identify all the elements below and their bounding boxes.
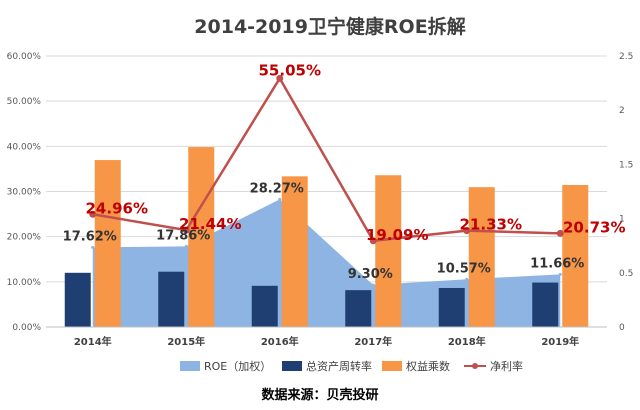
equity-multiplier-bar xyxy=(94,160,121,327)
axes: 0.00% 10.00% 20.00% 30.00% 40.00% 50.00% 60.00… xyxy=(7,52,634,348)
net-margin-point xyxy=(369,237,377,245)
right-axis-tick-label: 0.5 xyxy=(619,269,633,279)
equity-multiplier-bar xyxy=(188,147,215,327)
legend-label: 总资产周转率 xyxy=(306,359,372,373)
roe-area-point xyxy=(371,283,375,287)
net-margin-data-label: 19.09% xyxy=(366,226,428,244)
legend-label: 净利率 xyxy=(490,359,523,373)
x-axis-tick-label: 2014年 xyxy=(74,335,112,348)
left-axis-tick-label: 40.00% xyxy=(7,142,42,152)
x-axis-tick-label: 2015年 xyxy=(167,335,205,348)
data-labels: 17.62% 17.86% 28.27% 9.30% 10.57% 11.66% 24.96… xyxy=(63,61,626,282)
source-note: 数据来源：贝壳投研 xyxy=(261,387,378,403)
roe-area-point xyxy=(465,277,469,281)
roe-area-point xyxy=(91,245,95,249)
equity-multiplier-bar xyxy=(562,184,589,327)
asset-turnover-bar xyxy=(251,285,278,327)
asset-turnover-bar xyxy=(158,271,185,327)
net-margin-data-label: 21.44% xyxy=(179,215,241,233)
net-margin-point xyxy=(182,226,190,234)
left-axis-tick-label: 0.00% xyxy=(12,323,41,333)
left-axis-tick-label: 60.00% xyxy=(7,52,42,62)
right-axis-tick-label: 2 xyxy=(619,106,625,116)
legend-swatch xyxy=(382,361,402,371)
legend-swatch xyxy=(282,361,302,371)
net-margin-point xyxy=(463,227,471,235)
right-axis-tick-label: 2.5 xyxy=(619,52,633,62)
net-margin-point xyxy=(556,229,564,237)
roe-data-label: 10.57% xyxy=(437,261,491,276)
legend-swatch xyxy=(180,361,200,371)
legend-line-marker xyxy=(472,363,478,369)
legend-label: 权益乘数 xyxy=(406,359,450,373)
roe-data-label: 11.66% xyxy=(530,256,584,271)
net-margin-data-label: 55.05% xyxy=(259,61,321,79)
net-margin-point xyxy=(276,74,284,82)
bar-series xyxy=(64,147,589,327)
roe-area-point xyxy=(184,244,188,248)
x-axis-tick-label: 2018年 xyxy=(448,335,486,348)
left-axis-tick-label: 30.00% xyxy=(7,188,42,198)
net-margin-data-label: 20.73% xyxy=(563,218,625,236)
x-axis-tick-label: 2017年 xyxy=(354,335,392,348)
asset-turnover-bar xyxy=(64,272,91,327)
equity-multiplier-bar xyxy=(281,176,308,327)
asset-turnover-bar xyxy=(438,287,465,327)
net-margin-point xyxy=(89,210,97,218)
left-axis-tick-label: 10.00% xyxy=(7,278,42,288)
asset-turnover-bar xyxy=(345,290,372,327)
equity-multiplier-bar xyxy=(375,175,402,327)
roe-data-label: 28.27% xyxy=(250,181,304,196)
net-margin-line-series xyxy=(89,74,564,245)
roe-data-label: 9.30% xyxy=(348,267,393,282)
right-axis-tick-label: 1.5 xyxy=(619,160,633,170)
net-margin-line xyxy=(92,75,561,243)
roe-area-point xyxy=(278,197,282,201)
x-axis-tick-label: 2016年 xyxy=(261,335,299,348)
asset-turnover-bar xyxy=(532,282,559,327)
legend: ROE（加权） 总资产周转率 权益乘数 净利率 xyxy=(180,359,523,373)
roe-data-label: 17.62% xyxy=(63,229,117,244)
roe-area-point xyxy=(558,272,562,276)
x-axis-tick-label: 2019年 xyxy=(541,335,579,348)
left-axis-tick-label: 50.00% xyxy=(7,97,42,107)
legend-label: ROE（加权） xyxy=(204,360,271,373)
net-margin-data-label: 24.96% xyxy=(86,199,148,217)
right-axis-tick-label: 0 xyxy=(619,323,625,333)
left-axis-tick-label: 20.00% xyxy=(7,233,42,243)
roe-data-label: 17.86% xyxy=(156,228,210,243)
chart-title: 2014-2019卫宁健康ROE拆解 xyxy=(194,15,465,38)
right-axis-tick-label: 1 xyxy=(619,215,625,225)
net-margin-data-label: 21.33% xyxy=(460,216,522,234)
equity-multiplier-bar xyxy=(468,187,495,327)
